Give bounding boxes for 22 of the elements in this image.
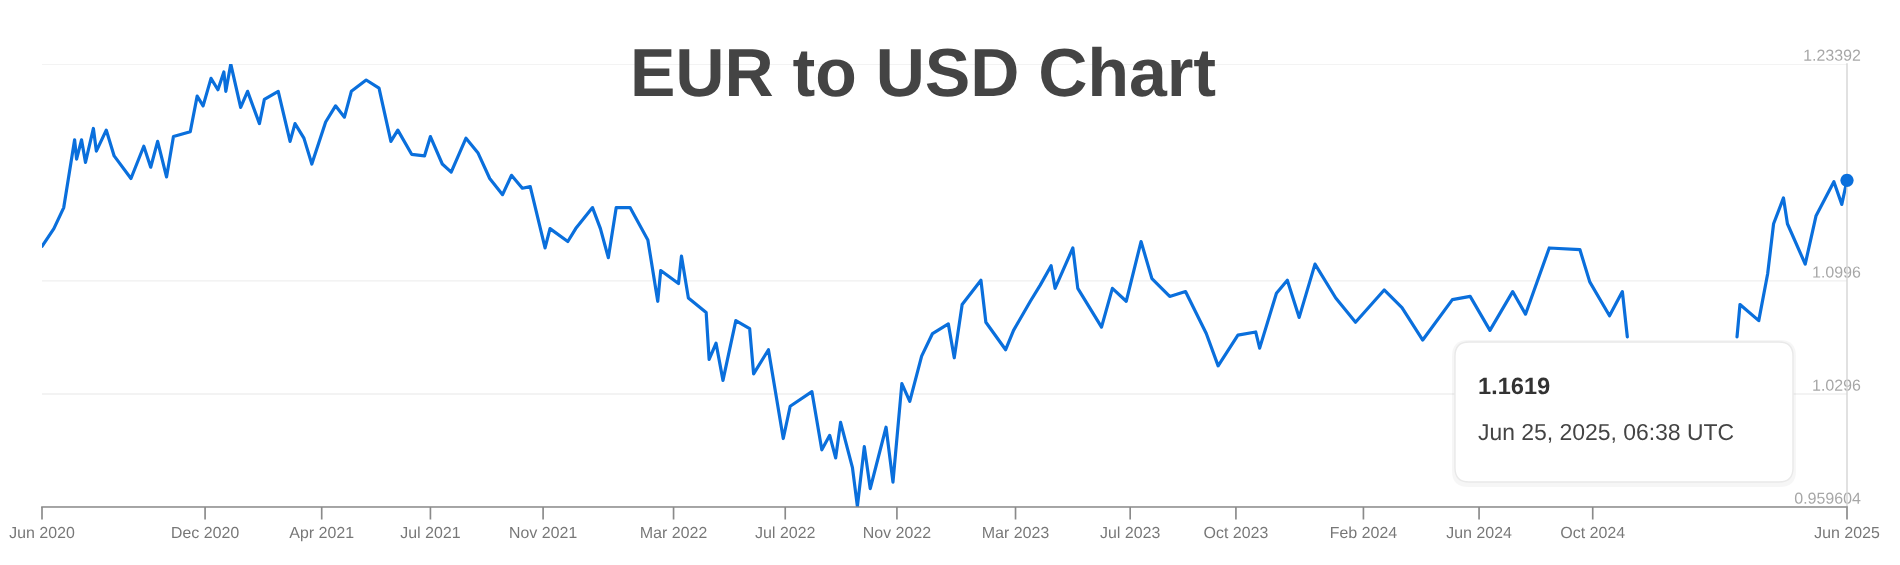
x-tick-label: Mar 2022 [641,526,707,539]
y-tick-label: 1.0296 [1813,379,1861,391]
x-tick-label: Apr 2021 [289,526,354,542]
y-tick-label: 0.959604 [1794,492,1861,504]
x-tick-label: Jun 2024 [1446,526,1512,539]
y-tick-label: 1.0996 [1813,266,1861,278]
x-tick-label: Jun 2020 [9,526,75,539]
chart-title: EUR to USD Chart [634,46,1216,97]
x-tick-label: Nov 2022 [864,526,931,539]
x-tick-label: Jun 2025 [1814,526,1880,539]
x-tick-label: Jul 2022 [755,526,815,539]
x-tick-label: Feb 2024 [1330,526,1397,539]
x-tick-label: Mar 2023 [983,526,1049,539]
x-tick-label: Nov 2021 [510,526,577,539]
x-tick-label: Jul 2023 [1100,526,1160,539]
x-tick-label: Dec 2020 [172,526,239,539]
x-tick-label: Jul 2021 [400,526,460,539]
x-tick-label: Oct 2024 [1561,526,1625,539]
y-tick-label: 1.23392 [1804,49,1861,61]
annotation: 1.1619 [1479,377,1550,395]
x-tick-label: Oct 2023 [1204,526,1268,539]
annotation: Jun 25, 2025, 06:38 UTC [1478,423,1734,443]
